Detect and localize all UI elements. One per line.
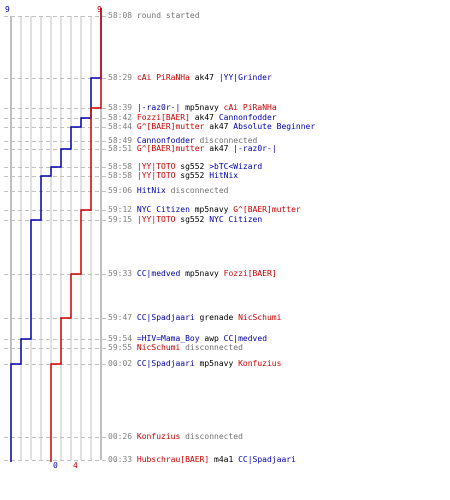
event-text: mp5navy (185, 103, 219, 112)
event-row: 58:58 |YY|TOTO sg552 >bTC<Wizard (108, 162, 262, 172)
event-time: 59:06 (108, 186, 133, 195)
event-text: ak47 (209, 144, 229, 153)
event-text: CC|medved (223, 334, 268, 343)
event-row: 58:58 |YY|TOTO sg552 HitNix (108, 171, 238, 181)
event-text: |YY|TOTO (136, 171, 176, 180)
event-row: 58:42 Fozzi[BAER] ak47 Cannonfodder (108, 113, 277, 123)
event-text: |-raz0r-| (233, 144, 277, 153)
event-text: =HIV=Mama_Boy (136, 334, 200, 343)
event-text: >bTC<Wizard (209, 162, 263, 171)
event-time: 00:02 (108, 359, 133, 368)
event-text: CC|Spadjaari (136, 359, 195, 368)
event-text: Fozzi[BAER] (136, 113, 190, 122)
event-text: Konfuzius (238, 359, 282, 368)
red-start-count: 9 (97, 5, 102, 14)
event-text: disconnected (199, 136, 258, 145)
event-text: mp5navy (194, 205, 229, 214)
event-row: 59:06 HitNix disconnected (108, 186, 228, 196)
event-text: NicSchumi (238, 313, 282, 322)
event-row: 59:12 NYC Citizen mp5navy G^[BAER]mutter (108, 205, 301, 215)
event-time: 58:51 (108, 144, 133, 153)
event-text: ak47 (194, 73, 214, 82)
event-time: 00:33 (108, 455, 133, 464)
event-text: sg552 (180, 171, 205, 180)
event-row: 00:26 Konfuzius disconnected (108, 432, 243, 442)
event-text: disconnected (170, 186, 229, 195)
event-text: CC|medved (136, 269, 181, 278)
event-text: HitNix (209, 171, 239, 180)
event-time: 58:49 (108, 136, 133, 145)
event-time: 58:42 (108, 113, 133, 122)
event-text: NYC Citizen (136, 205, 190, 214)
event-text: m4a1 (214, 455, 234, 464)
red-team-series-line (50, 8, 102, 462)
event-text: Fozzi[BAER] (223, 269, 277, 278)
event-time: 59:33 (108, 269, 133, 278)
event-text: NYC Citizen (209, 215, 263, 224)
event-row: 58:49 Cannonfodder disconnected (108, 136, 257, 146)
event-time: 58:58 (108, 162, 133, 171)
event-text: Cannonfodder (218, 113, 277, 122)
event-row: 58:08 round started (108, 11, 200, 21)
event-text: round started (136, 11, 200, 20)
blue-start-count: 9 (5, 5, 10, 14)
event-text: Cannonfodder (136, 136, 195, 145)
event-text: NicSchumi (136, 343, 181, 352)
event-text: mp5navy (199, 359, 234, 368)
event-row: 59:55 NicSchumi disconnected (108, 343, 243, 353)
event-text: Hubschrau[BAER] (136, 455, 210, 464)
event-time: 58:44 (108, 122, 133, 131)
event-time: 58:08 (108, 11, 133, 20)
event-row: 00:33 Hubschrau[BAER] m4a1 CC|Spadjaari (108, 455, 296, 465)
event-text: Absolute Beginner (233, 122, 316, 131)
event-row: 58:44 G^[BAER]mutter ak47 Absolute Begin… (108, 122, 315, 132)
event-time: 58:58 (108, 171, 133, 180)
event-text: G^[BAER]mutter (233, 205, 301, 214)
event-time: 58:39 (108, 103, 133, 112)
blue-end-count: 0 (53, 461, 58, 470)
event-text: |-raz0r-| (136, 103, 181, 112)
event-text: sg552 (180, 162, 205, 171)
event-text: grenade (199, 313, 234, 322)
event-time: 58:29 (108, 73, 133, 82)
event-time: 00:26 (108, 432, 133, 441)
event-text: CC|Spadjaari (238, 455, 296, 464)
event-text: cAi PiRaNHa (136, 73, 190, 82)
event-text: mp5navy (185, 269, 219, 278)
event-text: |YY|TOTO (136, 215, 176, 224)
event-row: 58:29 cAi PiRaNHa ak47 |YY|Grinder (108, 73, 272, 83)
event-text: ak47 (209, 122, 229, 131)
event-row: 59:47 CC|Spadjaari grenade NicSchumi (108, 313, 281, 323)
event-text: CC|Spadjaari (136, 313, 195, 322)
event-row: 59:15 |YY|TOTO sg552 NYC Citizen (108, 215, 262, 225)
event-text: G^[BAER]mutter (136, 122, 205, 131)
event-time: 59:15 (108, 215, 133, 224)
event-text: HitNix (136, 186, 166, 195)
event-row: 00:02 CC|Spadjaari mp5navy Konfuzius (108, 359, 281, 369)
event-text: G^[BAER]mutter (136, 144, 205, 153)
event-text: disconnected (185, 343, 243, 352)
event-row: 58:39 |-raz0r-| mp5navy cAi PiRaNHa (108, 103, 277, 113)
event-text: cAi PiRaNHa (223, 103, 277, 112)
event-row: 58:51 G^[BAER]mutter ak47 |-raz0r-| (108, 144, 277, 154)
event-text: sg552 (180, 215, 205, 224)
red-end-count: 4 (73, 461, 78, 470)
event-text: awp (204, 334, 219, 343)
event-text: ak47 (194, 113, 214, 122)
event-row: 59:54 =HIV=Mama_Boy awp CC|medved (108, 334, 267, 344)
event-time: 59:55 (108, 343, 133, 352)
event-text: |YY|TOTO (136, 162, 176, 171)
event-text: |YY|Grinder (218, 73, 272, 82)
event-text: Konfuzius (136, 432, 181, 441)
event-text: disconnected (185, 432, 243, 441)
event-time: 59:54 (108, 334, 133, 343)
event-row: 59:33 CC|medved mp5navy Fozzi[BAER] (108, 269, 277, 279)
event-time: 59:12 (108, 205, 133, 214)
event-time: 59:47 (108, 313, 133, 322)
